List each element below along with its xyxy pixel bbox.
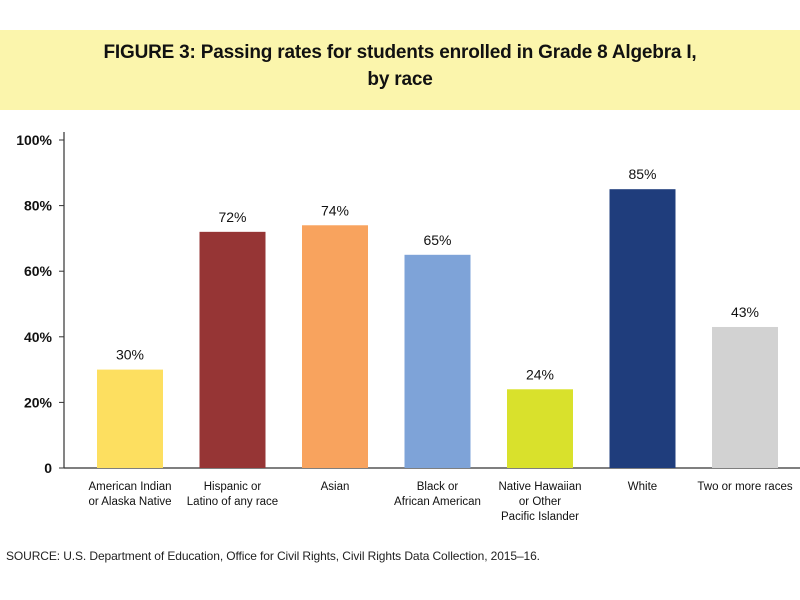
chart-title-line-2: by race [367, 69, 433, 90]
category-label: or Other [519, 496, 561, 508]
data-label: 74% [321, 202, 349, 218]
y-tick-label: 0 [44, 460, 52, 476]
chart-title-line-1: FIGURE 3: Passing rates for students enr… [103, 42, 697, 63]
data-label: 24% [526, 366, 554, 382]
category-label: or Alaska Native [88, 496, 171, 508]
y-tick-label: 100% [16, 132, 52, 148]
data-label: 85% [628, 166, 656, 182]
bar [199, 231, 266, 468]
y-tick-label: 20% [24, 394, 53, 410]
bar [712, 326, 778, 468]
data-label: 65% [423, 232, 451, 248]
bar [404, 254, 471, 468]
bar [302, 225, 368, 468]
category-label: African American [394, 496, 481, 508]
y-tick-label: 80% [24, 198, 53, 214]
data-label: 72% [218, 209, 246, 225]
category-label: Black or [417, 481, 459, 493]
data-label: 30% [116, 347, 144, 363]
source-note: SOURCE: U.S. Department of Education, Of… [6, 549, 540, 563]
category-label: Native Hawaiian [498, 481, 581, 493]
category-label: Asian [321, 481, 350, 493]
category-label: Two or more races [697, 481, 792, 493]
bar [609, 189, 676, 468]
category-label: Latino of any race [187, 496, 278, 508]
bar [507, 389, 573, 468]
category-label: Hispanic or [204, 481, 262, 493]
y-tick-label: 60% [24, 263, 53, 279]
category-label: White [628, 481, 657, 493]
category-label: American Indian [88, 481, 171, 493]
data-label: 43% [731, 304, 759, 320]
bar [97, 369, 163, 468]
category-label: Pacific Islander [501, 511, 579, 523]
y-tick-label: 40% [24, 329, 53, 345]
title-band: FIGURE 3: Passing rates for students enr… [0, 30, 800, 110]
